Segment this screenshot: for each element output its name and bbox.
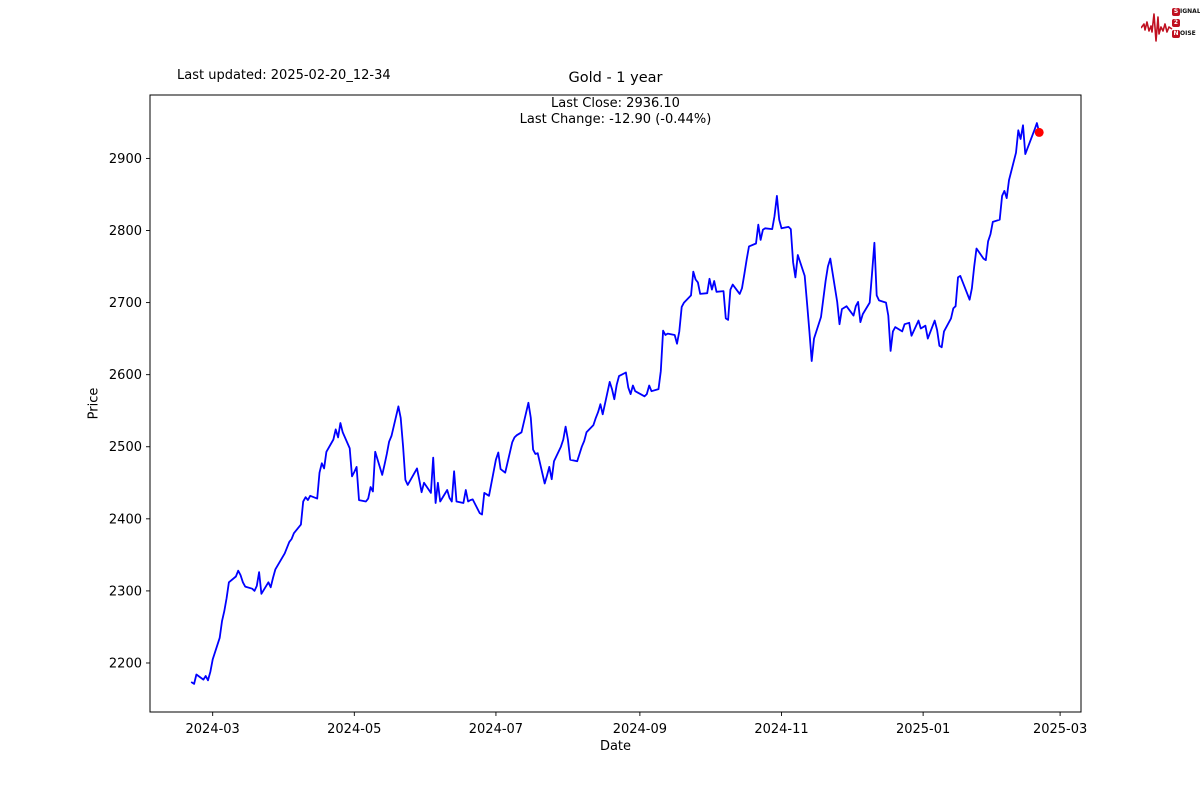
logo-letterbox-2: 2	[1172, 18, 1180, 27]
y-axis-label: Price	[86, 387, 102, 420]
y-tick-label: 2800	[109, 224, 142, 239]
chart-title: Gold - 1 year	[568, 70, 663, 86]
last-price-marker	[1034, 127, 1044, 137]
last-close-line: Last Close: 2936.10	[551, 96, 680, 111]
logo-letterbox-s: S	[1172, 7, 1180, 16]
x-tick-label: 2024-09	[613, 722, 667, 737]
signal2noise-logo: S IGNAL 2 N OISE	[1141, 3, 1200, 47]
x-tick-label: 2024-03	[186, 722, 240, 737]
y-tick-label: 2200	[109, 656, 142, 671]
x-tick-label: 2025-01	[896, 722, 950, 737]
logo-row-signal: S IGNAL	[1172, 7, 1200, 16]
y-tick-label: 2600	[109, 368, 142, 383]
last-change-line: Last Change: -12.90 (-0.44%)	[519, 112, 712, 127]
y-tick-label: 2500	[109, 440, 142, 455]
logo-row-noise: N OISE	[1172, 29, 1196, 38]
logo-letterbox-n: N	[1172, 29, 1180, 38]
price-line	[190, 122, 1041, 685]
y-tick-label: 2900	[109, 152, 142, 167]
y-tick-label: 2300	[109, 584, 142, 599]
y-tick-label: 2400	[109, 512, 142, 527]
x-axis-label: Date	[599, 739, 632, 754]
x-tick-label: 2024-11	[754, 722, 808, 737]
x-tick-label: 2024-05	[327, 722, 381, 737]
waveform-icon	[1141, 13, 1173, 42]
plot-frame	[149, 94, 1082, 713]
x-tick-label: 2025-03	[1033, 722, 1087, 737]
logo-row-2: 2	[1172, 18, 1200, 27]
last-close-annotation: Last Close: 2936.10 Last Change: -12.90 …	[415, 96, 816, 128]
x-tick-label: 2024-07	[469, 722, 523, 737]
logo-text: S IGNAL 2 N OISE	[1172, 7, 1200, 40]
y-tick-label: 2700	[109, 296, 142, 311]
last-updated-text: Last updated: 2025-02-20_12-34	[177, 68, 391, 83]
